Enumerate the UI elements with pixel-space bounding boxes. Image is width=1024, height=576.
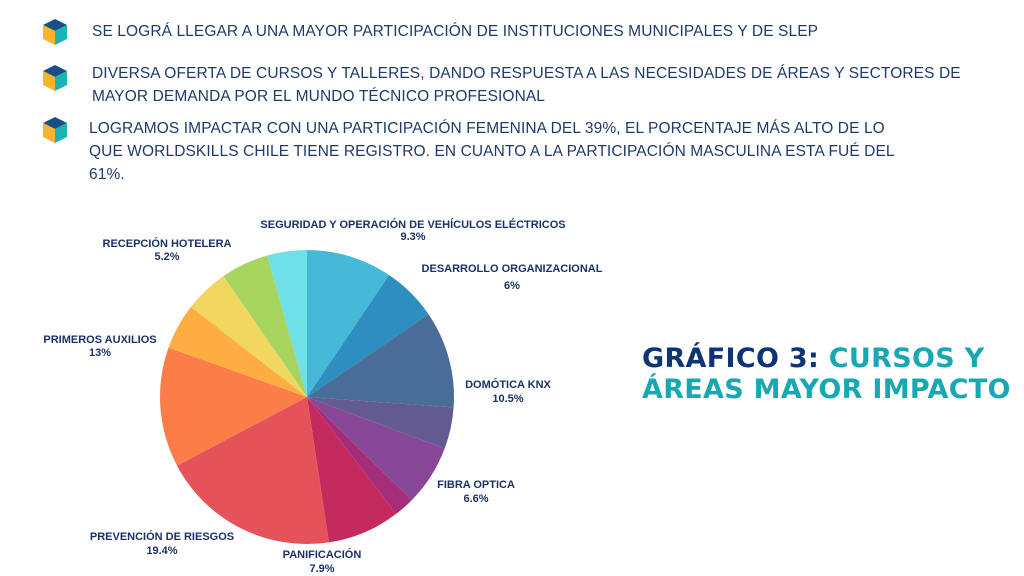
slice-value-label: 19.4% bbox=[146, 545, 177, 557]
pie-slice bbox=[307, 397, 412, 514]
cube-icon bbox=[43, 117, 67, 143]
slice-value-label: 9.3% bbox=[400, 231, 425, 243]
pie-slice bbox=[190, 276, 307, 397]
pie-slice bbox=[223, 255, 307, 397]
slice-value-label: 13% bbox=[89, 347, 111, 359]
pie-slice bbox=[159, 347, 307, 466]
pie-labels: SEGURIDAD Y OPERACIÓN DE VEHÍCULOS ELÉCT… bbox=[43, 218, 602, 575]
slice-value-label: 6.6% bbox=[463, 493, 488, 505]
chart-title-prefix: GRÁFICO 3: bbox=[642, 343, 829, 374]
slice-label: SEGURIDAD Y OPERACIÓN DE VEHÍCULOS ELÉCT… bbox=[260, 218, 565, 231]
pie-slices bbox=[159, 250, 454, 545]
slice-label: DESARROLLO ORGANIZACIONAL bbox=[422, 263, 603, 275]
pie-slice bbox=[307, 397, 445, 501]
pie-slice bbox=[176, 397, 329, 545]
slice-label: PREVENCIÓN DE RIESGOS bbox=[90, 530, 234, 543]
slice-label: RECEPCIÓN HOTELERA bbox=[103, 237, 232, 250]
slice-value-label: 5.2% bbox=[154, 251, 179, 263]
bullet-text: SE LOGRÁ LLEGAR A UNA MAYOR PARTICIPACIÓ… bbox=[92, 23, 819, 40]
bullet-list: SE LOGRÁ LLEGAR A UNA MAYOR PARTICIPACIÓ… bbox=[0, 0, 1024, 183]
pie-slice bbox=[168, 306, 307, 397]
cube-icon bbox=[43, 19, 67, 45]
pie-slice bbox=[307, 397, 454, 449]
pie-slice bbox=[307, 250, 390, 397]
slice-label: PRIMEROS AUXILIOS bbox=[43, 334, 156, 346]
pie-chart: SEGURIDAD Y OPERACIÓN DE VEHÍCULOS ELÉCT… bbox=[43, 218, 602, 575]
pie-slice bbox=[307, 397, 397, 543]
slice-value-label: 10.5% bbox=[492, 393, 523, 405]
slice-value-label: 6% bbox=[504, 280, 520, 292]
bullet-text: LOGRAMOS IMPACTAR CON UNA PARTICIPACIÓN … bbox=[89, 120, 895, 183]
slice-value-label: 7.9% bbox=[309, 563, 334, 575]
chart-title-main: CURSOS Y ÁREAS MAYOR IMPACTO bbox=[642, 343, 1011, 405]
slice-label: FIBRA OPTICA bbox=[437, 479, 515, 491]
slice-label: DOMÓTICA KNX bbox=[465, 378, 551, 391]
cube-icon bbox=[43, 65, 67, 91]
chart-title: GRÁFICO 3: CURSOS Y ÁREAS MAYOR IMPACTO bbox=[642, 343, 1022, 405]
pie-slice bbox=[267, 250, 307, 397]
pie-slice bbox=[307, 275, 429, 397]
pie-slice bbox=[307, 314, 454, 408]
slice-label: PANIFICACIÓN bbox=[283, 548, 362, 561]
bullet-text: DIVERSA OFERTA DE CURSOS Y TALLERES, DAN… bbox=[92, 65, 961, 105]
